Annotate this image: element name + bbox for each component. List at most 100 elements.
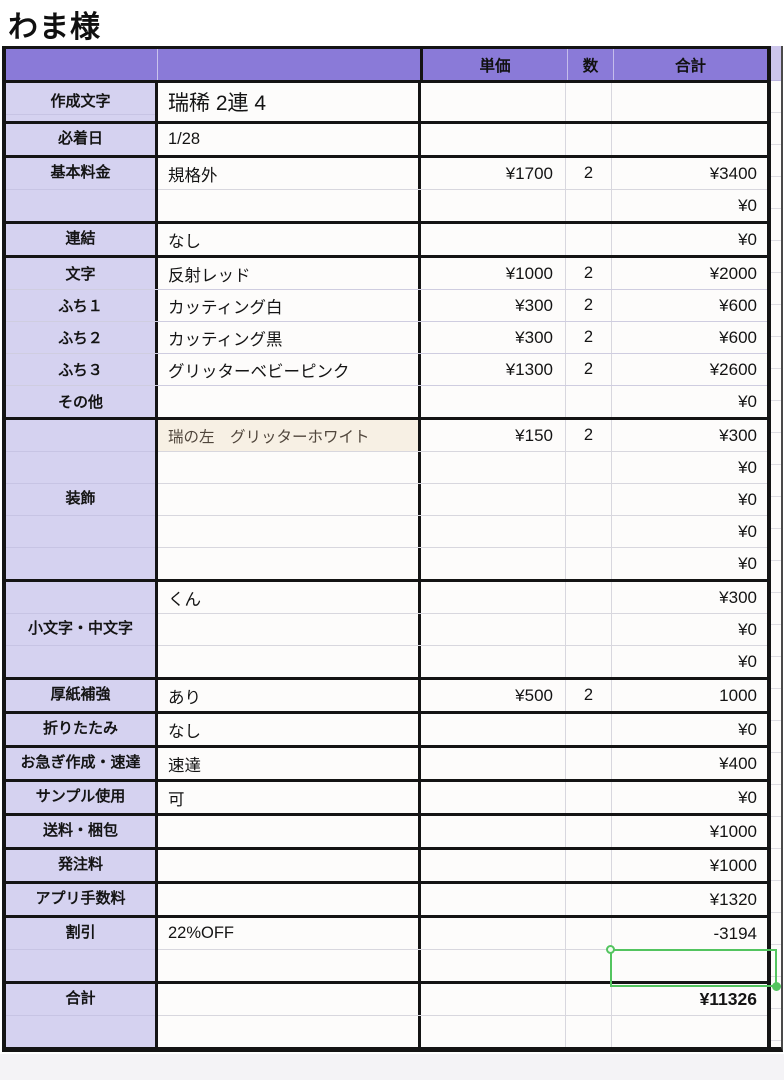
cell-unit-price[interactable]: ¥1700 bbox=[421, 158, 566, 189]
cell-unit-price[interactable] bbox=[421, 516, 566, 547]
header-cell-total[interactable]: 合計 bbox=[674, 57, 706, 75]
cell-value[interactable]: 速達 bbox=[158, 748, 421, 779]
cell-unit-price[interactable] bbox=[421, 386, 566, 417]
cell-total[interactable]: ¥0 bbox=[738, 553, 757, 573]
cell-total[interactable]: ¥0 bbox=[738, 651, 757, 671]
cell-quantity[interactable] bbox=[566, 918, 612, 949]
cell-unit-price[interactable] bbox=[421, 646, 566, 677]
cell-value[interactable]: 瑞稀 2連 4 bbox=[158, 83, 421, 121]
cell-unit-price[interactable]: ¥300 bbox=[421, 290, 566, 321]
header-cell-item[interactable] bbox=[6, 49, 158, 80]
cell-total[interactable]: ¥0 bbox=[738, 229, 757, 249]
cell-total[interactable]: ¥2600 bbox=[709, 359, 757, 379]
cell-quantity[interactable]: 2 bbox=[566, 158, 612, 189]
cell-total[interactable]: ¥3400 bbox=[709, 163, 757, 183]
cell-quantity[interactable]: 2 bbox=[566, 420, 612, 451]
cell-total[interactable]: ¥1000 bbox=[709, 821, 757, 841]
cell-quantity[interactable]: 2 bbox=[566, 290, 612, 321]
cell-value[interactable] bbox=[158, 516, 421, 547]
row-label[interactable]: 基本料金 bbox=[6, 158, 158, 221]
row-label[interactable]: 装飾 bbox=[6, 420, 158, 579]
cell-quantity[interactable] bbox=[566, 984, 612, 1015]
cell-unit-price[interactable]: ¥150 bbox=[421, 420, 566, 451]
cell-quantity[interactable] bbox=[566, 582, 612, 613]
cell-value[interactable] bbox=[158, 950, 421, 981]
cell-total[interactable]: ¥300 bbox=[719, 587, 757, 607]
cell-value[interactable]: 規格外 bbox=[158, 158, 421, 189]
cell-value[interactable]: 瑞の左 グリッターホワイト bbox=[158, 420, 421, 451]
cell-quantity[interactable] bbox=[566, 850, 612, 881]
cell-value[interactable]: 22%OFF bbox=[158, 918, 421, 949]
cell-unit-price[interactable] bbox=[421, 1016, 566, 1047]
cell-value[interactable]: なし bbox=[158, 714, 421, 745]
cell-unit-price[interactable] bbox=[421, 124, 566, 155]
cell-total[interactable]: ¥600 bbox=[719, 327, 757, 347]
cell-unit-price[interactable] bbox=[421, 850, 566, 881]
cell-quantity[interactable] bbox=[566, 190, 612, 221]
row-label[interactable]: ふち２ bbox=[6, 322, 158, 353]
cell-value[interactable] bbox=[158, 850, 421, 881]
selection-handle-top-left[interactable] bbox=[606, 945, 615, 954]
cell-total[interactable]: ¥0 bbox=[738, 521, 757, 541]
cell-value[interactable] bbox=[158, 646, 421, 677]
cell-quantity[interactable] bbox=[566, 714, 612, 745]
customer-name-title[interactable]: わま様 bbox=[8, 11, 101, 44]
row-label[interactable]: 連結 bbox=[6, 224, 158, 255]
cell-unit-price[interactable] bbox=[421, 83, 566, 121]
cell-quantity[interactable] bbox=[566, 452, 612, 483]
row-label[interactable]: アプリ手数料 bbox=[6, 884, 158, 915]
cell-unit-price[interactable] bbox=[421, 714, 566, 745]
cell-unit-price[interactable] bbox=[421, 918, 566, 949]
cell-total[interactable]: ¥1000 bbox=[709, 855, 757, 875]
cell-total[interactable]: -3194 bbox=[713, 923, 757, 943]
cell-quantity[interactable] bbox=[566, 884, 612, 915]
cell-unit-price[interactable] bbox=[421, 452, 566, 483]
cell-unit-price[interactable]: ¥500 bbox=[421, 680, 566, 711]
cell-total[interactable]: ¥1320 bbox=[709, 889, 757, 909]
row-label[interactable]: 必着日 bbox=[6, 124, 158, 155]
cell-unit-price[interactable] bbox=[421, 748, 566, 779]
cell-value[interactable] bbox=[158, 984, 421, 1015]
cell-value[interactable] bbox=[158, 484, 421, 515]
row-label[interactable]: 文字 bbox=[6, 258, 158, 289]
cell-value[interactable]: カッティング黒 bbox=[158, 322, 421, 353]
cell-quantity[interactable]: 2 bbox=[566, 258, 612, 289]
cell-value[interactable] bbox=[158, 884, 421, 915]
cell-quantity[interactable] bbox=[566, 748, 612, 779]
cell-quantity[interactable] bbox=[566, 386, 612, 417]
cell-total[interactable] bbox=[612, 83, 767, 121]
cell-selection-box[interactable] bbox=[606, 945, 781, 991]
cell-quantity[interactable] bbox=[566, 548, 612, 579]
cell-unit-price[interactable]: ¥1000 bbox=[421, 258, 566, 289]
cell-total[interactable]: ¥2000 bbox=[709, 263, 757, 283]
cell-unit-price[interactable]: ¥300 bbox=[421, 322, 566, 353]
cell-value[interactable]: 反射レッド bbox=[158, 258, 421, 289]
cell-total[interactable]: ¥0 bbox=[738, 619, 757, 639]
cell-quantity[interactable] bbox=[566, 484, 612, 515]
cell-value[interactable] bbox=[158, 190, 421, 221]
row-label[interactable]: その他 bbox=[6, 386, 158, 417]
cell-quantity[interactable] bbox=[566, 816, 612, 847]
cell-unit-price[interactable] bbox=[421, 582, 566, 613]
cell-unit-price[interactable] bbox=[421, 782, 566, 813]
adjacent-column-sliver[interactable] bbox=[771, 46, 783, 1052]
cell-total[interactable]: ¥0 bbox=[738, 489, 757, 509]
cell-value[interactable]: グリッターベビーピンク bbox=[158, 354, 421, 385]
cell-total[interactable]: 1000 bbox=[719, 685, 757, 705]
cell-total[interactable]: ¥0 bbox=[738, 719, 757, 739]
cell-quantity[interactable] bbox=[566, 124, 612, 155]
cell-quantity[interactable] bbox=[566, 950, 612, 981]
cell-quantity[interactable] bbox=[566, 516, 612, 547]
row-label[interactable]: 合計 bbox=[6, 984, 158, 1047]
cell-value[interactable] bbox=[158, 452, 421, 483]
header-cell-unit-price[interactable]: 単価 bbox=[423, 49, 568, 80]
header-cell-quantity[interactable]: 数 bbox=[568, 49, 614, 80]
cell-value[interactable]: あり bbox=[158, 680, 421, 711]
header-cell-detail[interactable] bbox=[158, 49, 423, 80]
cell-total[interactable] bbox=[612, 124, 767, 155]
cell-total[interactable]: ¥0 bbox=[738, 787, 757, 807]
cell-total[interactable]: ¥400 bbox=[719, 753, 757, 773]
cell-unit-price[interactable] bbox=[421, 816, 566, 847]
cell-unit-price[interactable] bbox=[421, 950, 566, 981]
cell-quantity[interactable] bbox=[566, 614, 612, 645]
